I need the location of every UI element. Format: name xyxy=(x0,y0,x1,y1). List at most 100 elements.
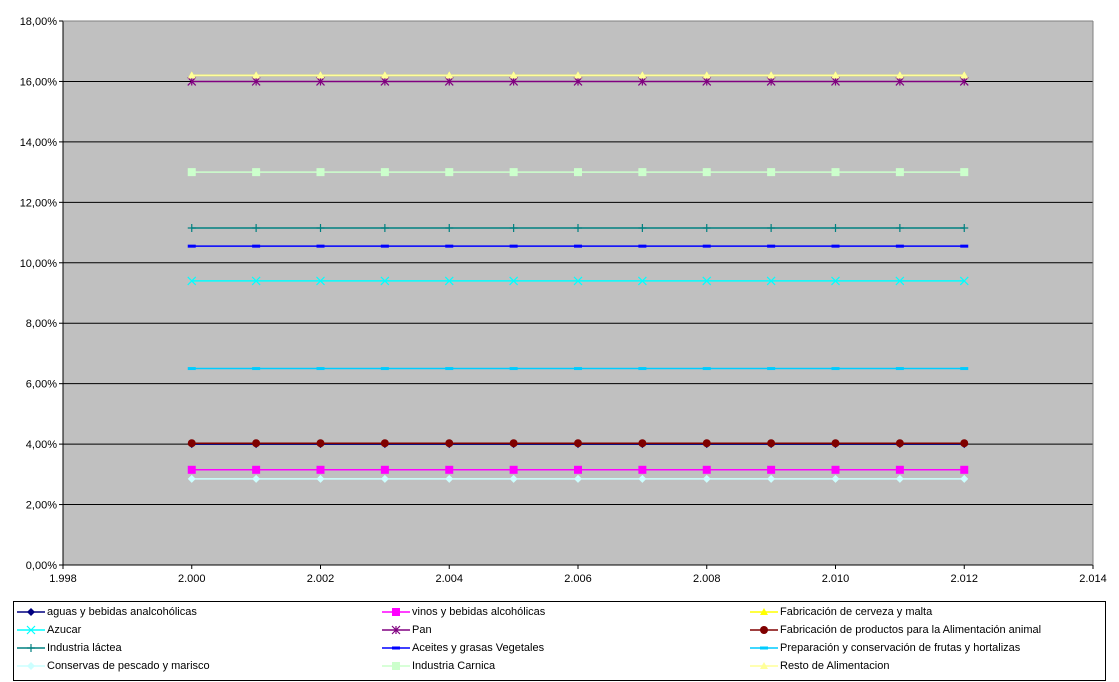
data-point xyxy=(509,465,518,474)
data-point xyxy=(509,71,518,79)
legend-swatch-marker xyxy=(27,608,35,616)
data-point xyxy=(187,465,196,474)
data-point xyxy=(960,367,969,371)
y-tick-label: 18,00% xyxy=(20,16,58,28)
series-5 xyxy=(187,439,969,448)
y-tick-label: 10,00% xyxy=(20,258,58,270)
data-point xyxy=(445,367,454,371)
data-point xyxy=(895,244,904,248)
series-1 xyxy=(187,465,969,474)
x-tick-label: 2.002 xyxy=(307,573,335,585)
data-point xyxy=(638,244,647,248)
series-4 xyxy=(187,77,969,86)
data-point xyxy=(831,168,840,177)
data-point xyxy=(574,367,582,371)
data-point xyxy=(574,439,582,448)
data-point xyxy=(637,276,647,286)
y-tick-label: 12,00% xyxy=(20,197,58,209)
data-point xyxy=(251,77,261,86)
data-point xyxy=(252,367,261,371)
data-point xyxy=(574,465,582,474)
data-point xyxy=(380,465,389,474)
data-point xyxy=(702,474,711,483)
data-point xyxy=(252,474,261,483)
legend-label: Preparación y conservación de frutas y h… xyxy=(780,642,1021,654)
plot-area xyxy=(63,21,1093,565)
legend-item: Industria láctea xyxy=(17,639,122,657)
data-point xyxy=(960,439,969,448)
legend-swatch-marker xyxy=(26,625,36,635)
data-point xyxy=(702,465,711,474)
legend-swatch-marker xyxy=(27,644,35,652)
legend-label: Fabricación de cerveza y malta xyxy=(780,606,933,618)
x-tick-label: 1.998 xyxy=(49,573,77,585)
data-point xyxy=(767,367,776,371)
data-point xyxy=(187,367,196,371)
data-point xyxy=(638,474,647,483)
data-point xyxy=(252,439,261,448)
data-point xyxy=(702,367,711,371)
data-point xyxy=(767,244,776,248)
data-point xyxy=(380,224,389,233)
legend-swatch xyxy=(750,646,778,650)
data-point xyxy=(960,474,969,483)
legend-item: Pan xyxy=(382,621,432,639)
series-7 xyxy=(187,244,969,248)
legend-swatch-marker xyxy=(392,646,400,650)
legend-swatch xyxy=(17,625,45,635)
data-point xyxy=(831,276,840,286)
legend-label: Fabricación de productos para la Aliment… xyxy=(780,624,1042,636)
legend-item: Resto de Alimentacion xyxy=(750,657,889,675)
data-point xyxy=(509,244,518,248)
data-point xyxy=(316,276,325,286)
data-point xyxy=(895,367,904,371)
line-chart: 0,00% 2,00% 4,00% 6,00% 8,00% 10,00% 12,00% 14,… xyxy=(20,16,1107,585)
data-point xyxy=(316,439,325,448)
data-point xyxy=(187,77,197,86)
data-point xyxy=(509,168,518,177)
legend-swatch xyxy=(382,608,410,616)
data-point xyxy=(702,71,711,79)
legend-item: aguas y bebidas analcohólicas xyxy=(17,603,197,621)
legend-swatch xyxy=(382,646,410,650)
x-tick-label: 2.006 xyxy=(564,573,592,585)
legend-label: Industria láctea xyxy=(47,642,122,654)
series-6 xyxy=(187,224,969,233)
legend-item: Preparación y conservación de frutas y h… xyxy=(750,639,1020,657)
data-point xyxy=(895,224,904,233)
legend-swatch-marker xyxy=(27,662,35,670)
data-point xyxy=(187,224,196,233)
data-point xyxy=(187,276,197,286)
data-point xyxy=(960,465,969,474)
legend-label: Pan xyxy=(412,624,432,636)
legend-swatch xyxy=(750,626,778,634)
legend-item: Industria Carnica xyxy=(382,657,495,675)
legend-item: Fabricación de cerveza y malta xyxy=(750,603,932,621)
data-point xyxy=(509,276,519,286)
legend-item: vinos y bebidas alcohólicas xyxy=(382,603,545,621)
y-tick-label: 16,00% xyxy=(20,76,58,88)
data-point xyxy=(252,244,261,248)
data-point xyxy=(316,244,325,248)
chart-legend: aguas y bebidas analcohólicas vinos y beb… xyxy=(13,601,1106,681)
data-point xyxy=(316,474,325,483)
legend-swatch xyxy=(750,608,778,615)
legend-swatch-marker xyxy=(760,626,768,634)
data-point xyxy=(444,276,454,286)
series-10 xyxy=(187,168,969,177)
data-point xyxy=(831,465,840,474)
data-point xyxy=(638,71,647,79)
data-point xyxy=(252,168,261,177)
legend-swatch xyxy=(382,625,410,635)
legend-item: Azucar xyxy=(17,621,81,639)
data-point xyxy=(316,224,325,233)
legend-item: Fabricación de productos para la Aliment… xyxy=(750,621,1041,639)
data-point xyxy=(702,168,711,177)
legend-swatch-marker xyxy=(392,662,400,670)
data-point xyxy=(380,71,389,79)
data-point xyxy=(316,71,325,79)
data-point xyxy=(895,77,905,86)
data-point xyxy=(895,474,904,483)
x-tick-label: 2.014 xyxy=(1079,573,1107,585)
data-point xyxy=(380,474,389,483)
